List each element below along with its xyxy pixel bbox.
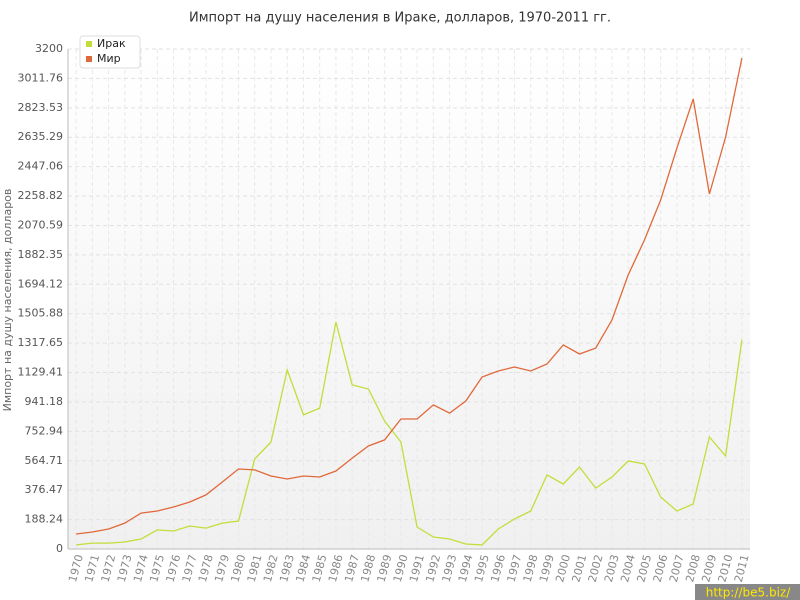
watermark-box (695, 584, 800, 600)
y-tick-label: 1882.35 (18, 248, 64, 261)
chart-title: Импорт на душу населения в Ираке, доллар… (189, 11, 611, 26)
y-tick-label: 2070.59 (18, 218, 64, 231)
y-tick-label: 1505.88 (18, 307, 64, 320)
y-tick-label: 2823.53 (18, 101, 64, 114)
y-tick-label: 1317.65 (18, 336, 64, 349)
series-line (76, 57, 743, 535)
y-tick-label: 941.18 (25, 395, 64, 408)
y-tick-label: 564.71 (25, 454, 64, 467)
y-tick-label: 188.24 (25, 513, 64, 526)
y-tick-label: 1694.12 (18, 277, 64, 290)
y-tick-label: 2635.29 (18, 130, 64, 143)
y-tick-label: 0 (56, 542, 63, 555)
legend-swatch (86, 41, 92, 47)
y-tick-label: 752.94 (25, 424, 64, 437)
watermark: http://be5.biz/ (706, 586, 791, 600)
series-line (76, 321, 743, 546)
legend-box (79, 35, 141, 69)
legend-swatch (86, 56, 92, 62)
y-tick-label: 3011.76 (18, 71, 64, 84)
legend-label: Ирак (97, 37, 126, 50)
plot-area (68, 49, 750, 549)
y-tick-label: 1129.41 (18, 366, 64, 379)
y-tick-label: 376.47 (25, 483, 64, 496)
y-tick-label: 2258.82 (18, 189, 64, 202)
y-axis-label: Импорт на душу населения, долларов (1, 189, 14, 412)
y-tick-label: 2447.06 (18, 160, 64, 173)
legend-label: Мир (97, 52, 121, 65)
y-tick-label: 3200 (35, 42, 63, 55)
